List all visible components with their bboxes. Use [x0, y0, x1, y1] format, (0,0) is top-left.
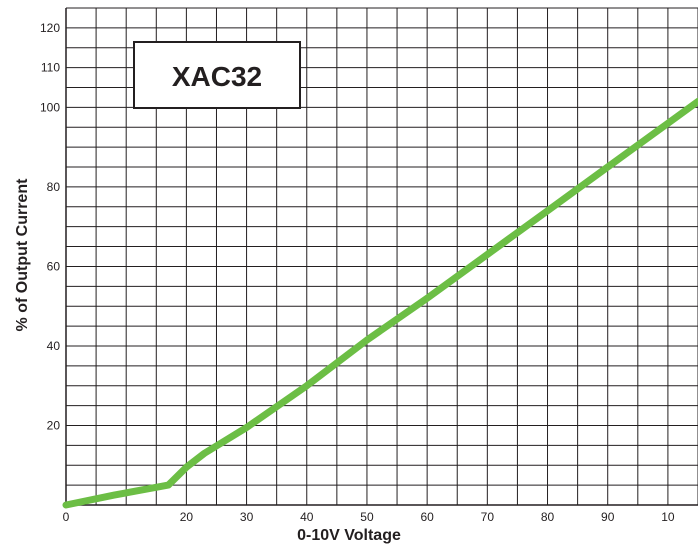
x-tick-label: 30	[240, 510, 254, 524]
y-tick-label: 120	[40, 21, 60, 35]
x-tick-label: 80	[541, 510, 555, 524]
series-line	[62, 97, 698, 509]
series-layer	[62, 97, 698, 509]
y-tick-label: 40	[47, 339, 61, 353]
title-box	[133, 41, 301, 109]
x-tick-label: 90	[601, 510, 615, 524]
x-tick-label: 40	[300, 510, 314, 524]
y-axis-title: % of Output Current	[14, 178, 31, 332]
y-tick-label: 80	[47, 180, 61, 194]
x-tick-label: 50	[360, 510, 374, 524]
x-tick-label: 70	[481, 510, 495, 524]
y-tick-label: 20	[47, 418, 61, 432]
y-tick-label: 60	[47, 259, 61, 273]
x-tick-label: 60	[420, 510, 434, 524]
tick-labels: 0 20 30 40 50 60 70 80 90 10 20 40 60 80 100 110 120	[40, 21, 675, 524]
y-tick-label: 100	[40, 100, 60, 114]
x-tick-label: 0	[63, 510, 70, 524]
y-tick-label: 110	[41, 61, 60, 75]
x-axis-title: 0-10V Voltage	[297, 527, 401, 544]
x-tick-label: 10	[661, 510, 675, 524]
chart-title: XAC32	[172, 61, 262, 92]
x-tick-label: 20	[180, 510, 194, 524]
